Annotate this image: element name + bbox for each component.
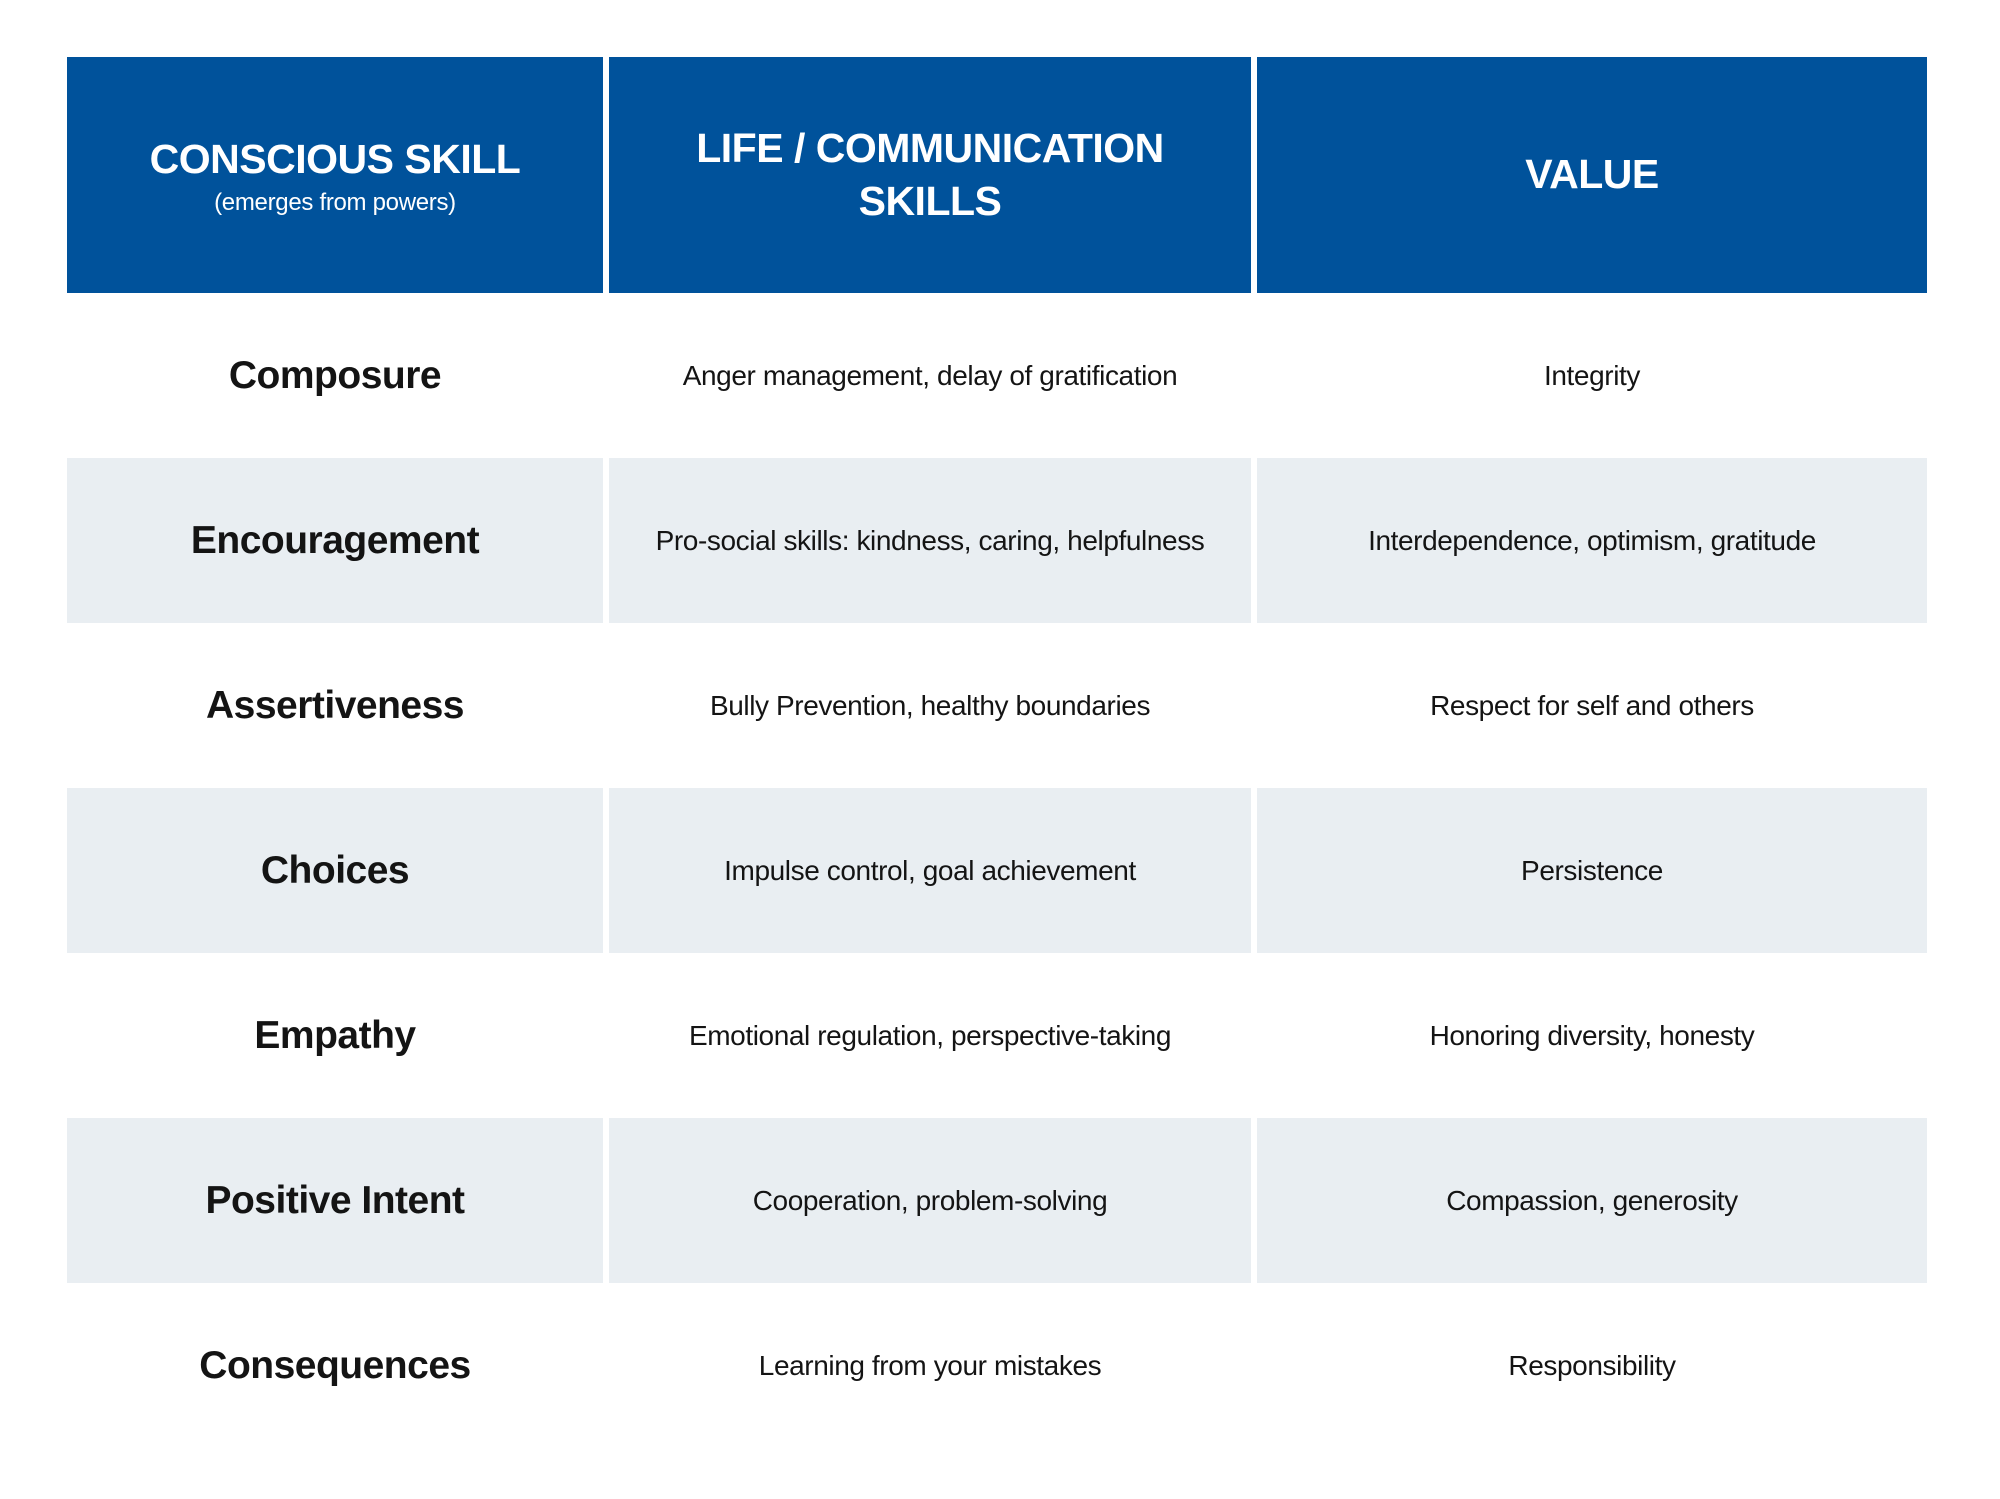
value-cell: Compassion, generosity bbox=[1257, 1118, 1927, 1283]
skill-cell: Empathy bbox=[67, 953, 603, 1118]
table-row-encouragement: Encouragement Pro-social skills: kindnes… bbox=[67, 458, 1927, 623]
skill-cell: Encouragement bbox=[67, 458, 603, 623]
value-cell: Interdependence, optimism, gratitude bbox=[1257, 458, 1927, 623]
header-title-life-communication-skills: LIFE / COMMUNICATION SKILLS bbox=[696, 124, 1164, 224]
header-title-conscious-skill: CONSCIOUS SKILL bbox=[149, 136, 521, 183]
value-cell: Persistence bbox=[1257, 788, 1927, 953]
table-row-empathy: Empathy Emotional regulation, perspectiv… bbox=[67, 953, 1927, 1118]
skills-table: CONSCIOUS SKILL (emerges from powers) LI… bbox=[67, 57, 1927, 1448]
life-skills-cell: Learning from your mistakes bbox=[609, 1283, 1251, 1448]
table-row-choices: Choices Impulse control, goal achievemen… bbox=[67, 788, 1927, 953]
header-cell-life-communication-skills: LIFE / COMMUNICATION SKILLS bbox=[609, 57, 1251, 293]
value-cell: Respect for self and others bbox=[1257, 623, 1927, 788]
table-header-row: CONSCIOUS SKILL (emerges from powers) LI… bbox=[67, 57, 1927, 293]
value-cell: Integrity bbox=[1257, 293, 1927, 458]
skill-cell: Assertiveness bbox=[67, 623, 603, 788]
skill-cell: Choices bbox=[67, 788, 603, 953]
life-skills-cell: Bully Prevention, healthy boundaries bbox=[609, 623, 1251, 788]
value-cell: Honoring diversity, honesty bbox=[1257, 953, 1927, 1118]
skill-cell: Consequences bbox=[67, 1283, 603, 1448]
table-row-positive-intent: Positive Intent Cooperation, problem-sol… bbox=[67, 1118, 1927, 1283]
header-subtitle-conscious-skill: (emerges from powers) bbox=[214, 188, 456, 216]
table-row-assertiveness: Assertiveness Bully Prevention, healthy … bbox=[67, 623, 1927, 788]
life-skills-cell: Impulse control, goal achievement bbox=[609, 788, 1251, 953]
table-row-consequences: Consequences Learning from your mistakes… bbox=[67, 1283, 1927, 1448]
life-skills-cell: Emotional regulation, perspective-taking bbox=[609, 953, 1251, 1118]
skill-cell: Positive Intent bbox=[67, 1118, 603, 1283]
life-skills-cell: Anger management, delay of gratification bbox=[609, 293, 1251, 458]
skill-cell: Composure bbox=[67, 293, 603, 458]
value-cell: Responsibility bbox=[1257, 1283, 1927, 1448]
header-cell-conscious-skill: CONSCIOUS SKILL (emerges from powers) bbox=[67, 57, 603, 293]
life-skills-cell: Pro-social skills: kindness, caring, hel… bbox=[609, 458, 1251, 623]
table-row-composure: Composure Anger management, delay of gra… bbox=[67, 293, 1927, 458]
header-cell-value: VALUE bbox=[1257, 57, 1927, 293]
header-title-value: VALUE bbox=[1525, 151, 1659, 198]
life-skills-cell: Cooperation, problem-solving bbox=[609, 1118, 1251, 1283]
